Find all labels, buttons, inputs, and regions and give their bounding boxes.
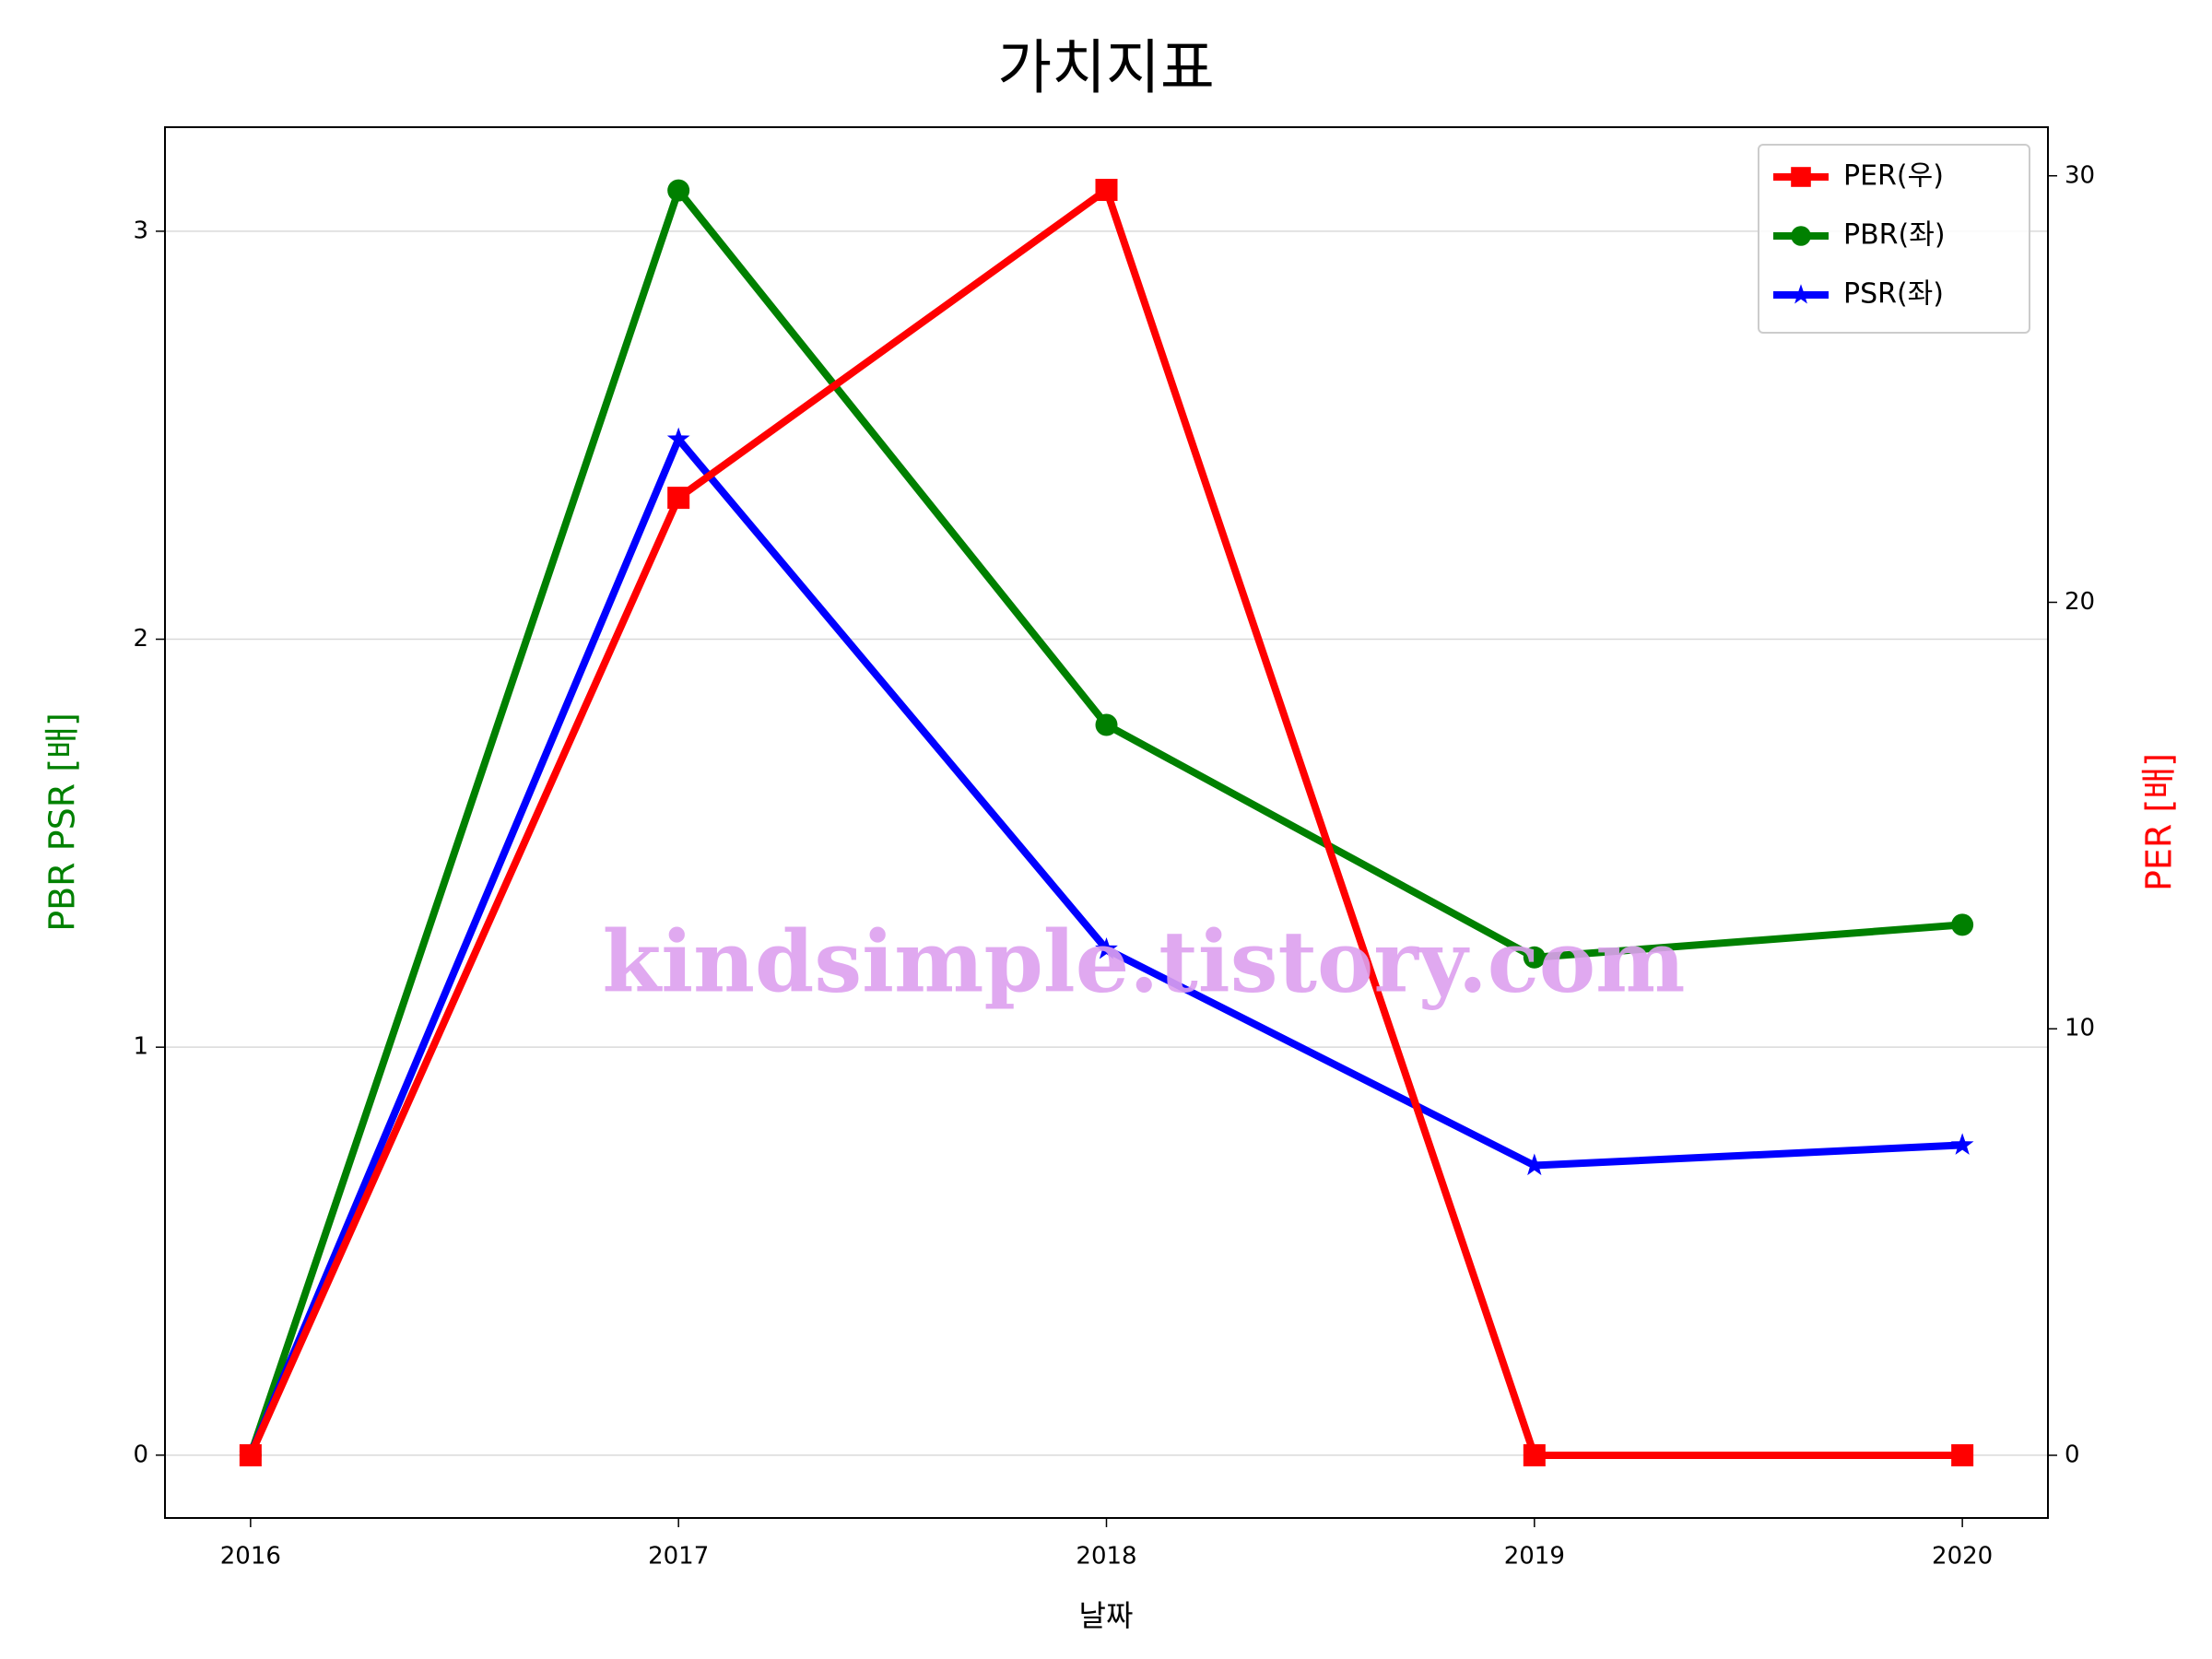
legend-label: PER(우): [1843, 160, 1944, 193]
y-axis-label: PBR PSR [배]: [42, 712, 83, 932]
legend: PER(우) PBR(좌) PSR(좌): [1758, 144, 2030, 334]
marker: [667, 179, 690, 202]
legend-box: [1758, 144, 2030, 334]
x-tick-label: 2017: [648, 1543, 709, 1571]
marker: [1095, 179, 1118, 202]
y-tick-label: 1: [133, 1033, 148, 1061]
x-tick-label: 2020: [1932, 1543, 1993, 1571]
x-tick-label: 2019: [1504, 1543, 1565, 1571]
marker: [667, 487, 690, 510]
marker: [1095, 936, 1118, 959]
x-axis-label: 날짜: [1079, 1598, 1134, 1633]
y2-tick-label: 20: [2065, 588, 2095, 616]
y2-tick-label: 10: [2065, 1015, 2095, 1042]
watermark: kindsimple.tistory.com: [602, 912, 1685, 1012]
marker: [1523, 1153, 1547, 1176]
marker: [1791, 167, 1811, 187]
y-tick-label: 2: [133, 625, 148, 653]
marker: [1791, 226, 1811, 246]
chart-title: 가치지표: [997, 35, 1215, 103]
y-tick-label: 0: [133, 1441, 148, 1468]
marker: [1790, 284, 1812, 304]
marker: [1951, 1443, 1974, 1466]
legend-label: PBR(좌): [1843, 219, 1946, 252]
marker: [666, 427, 690, 450]
marker: [239, 1443, 262, 1466]
legend-label: PSR(좌): [1843, 278, 1944, 311]
x-tick-label: 2018: [1076, 1543, 1136, 1571]
x-tick-label: 2016: [220, 1543, 281, 1571]
y2-tick-label: 30: [2065, 161, 2095, 189]
marker: [1950, 1133, 1974, 1155]
marker: [1523, 1443, 1546, 1466]
marker: [1951, 913, 1974, 936]
plot-frame: [164, 126, 2049, 1519]
marker: [1095, 713, 1118, 736]
y2-axis-label: PER [배]: [2139, 753, 2180, 891]
marker: [1523, 946, 1546, 969]
y2-tick-label: 0: [2065, 1441, 2080, 1468]
y-tick-label: 3: [133, 217, 148, 244]
